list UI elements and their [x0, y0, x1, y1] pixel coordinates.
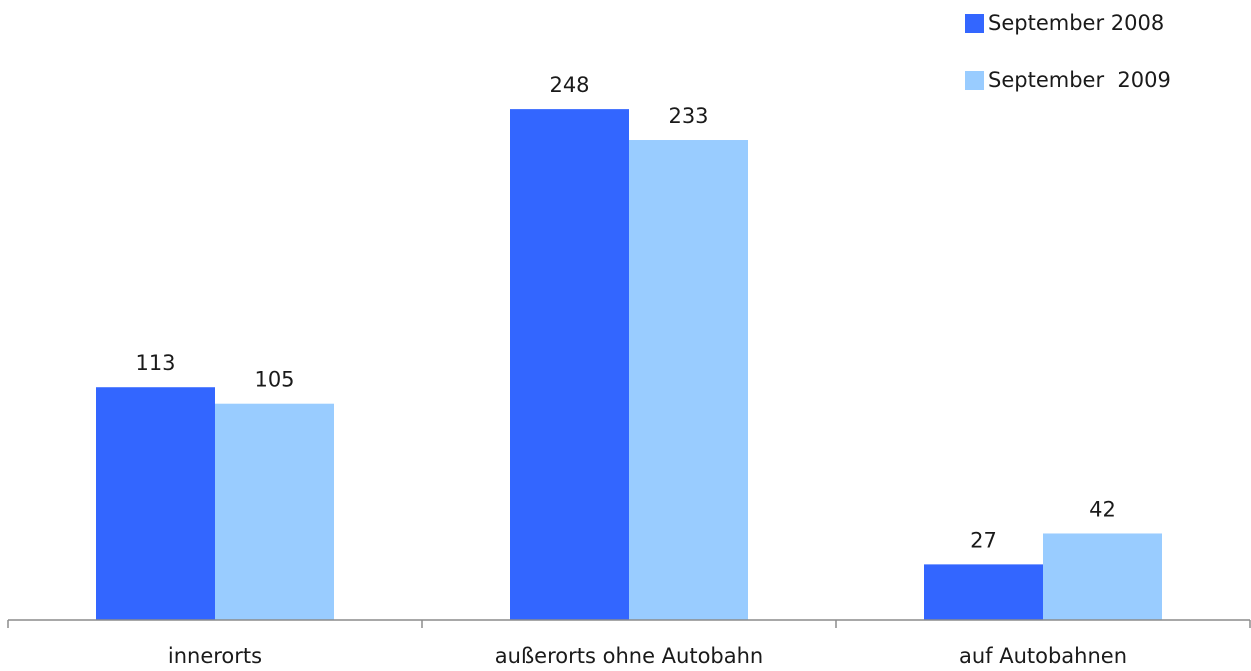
data-label-series-1-3: 27: [970, 528, 997, 552]
legend-item-series-2: September 2009: [965, 65, 1171, 95]
data-label-series-2-2: 233: [668, 104, 708, 128]
data-labels-layer: 113 105 248 233 27 42: [135, 73, 1115, 552]
data-label-series-2-1: 105: [254, 368, 294, 392]
bar-series-1-2: [510, 109, 629, 621]
legend-swatch-series-2: [965, 70, 984, 90]
x-tick-label-3: auf Autobahnen: [959, 644, 1127, 668]
legend-label-series-2: September 2009: [988, 68, 1171, 92]
legend-item-series-1: September 2008: [965, 8, 1171, 38]
data-label-series-1-1: 113: [135, 351, 175, 375]
bar-series-1-3: [924, 564, 1043, 620]
bar-series-2-3: [1043, 533, 1162, 620]
data-label-series-1-2: 248: [549, 73, 589, 97]
legend-swatch-series-1: [965, 13, 984, 33]
data-label-series-2-3: 42: [1089, 497, 1116, 521]
legend-label-series-1: September 2008: [988, 11, 1165, 35]
legend: September 2008 September 2009: [965, 8, 1171, 122]
bar-series-2-1: [215, 403, 334, 620]
bar-series-1-1: [96, 387, 215, 620]
bars-layer: [96, 109, 1162, 621]
bar-series-2-2: [629, 140, 748, 620]
x-tick-label-1: innerorts: [168, 644, 262, 668]
x-axis: innerorts außerorts ohne Autobahn auf Auto…: [7, 619, 1251, 668]
x-tick-label-2: außerorts ohne Autobahn: [495, 644, 763, 668]
